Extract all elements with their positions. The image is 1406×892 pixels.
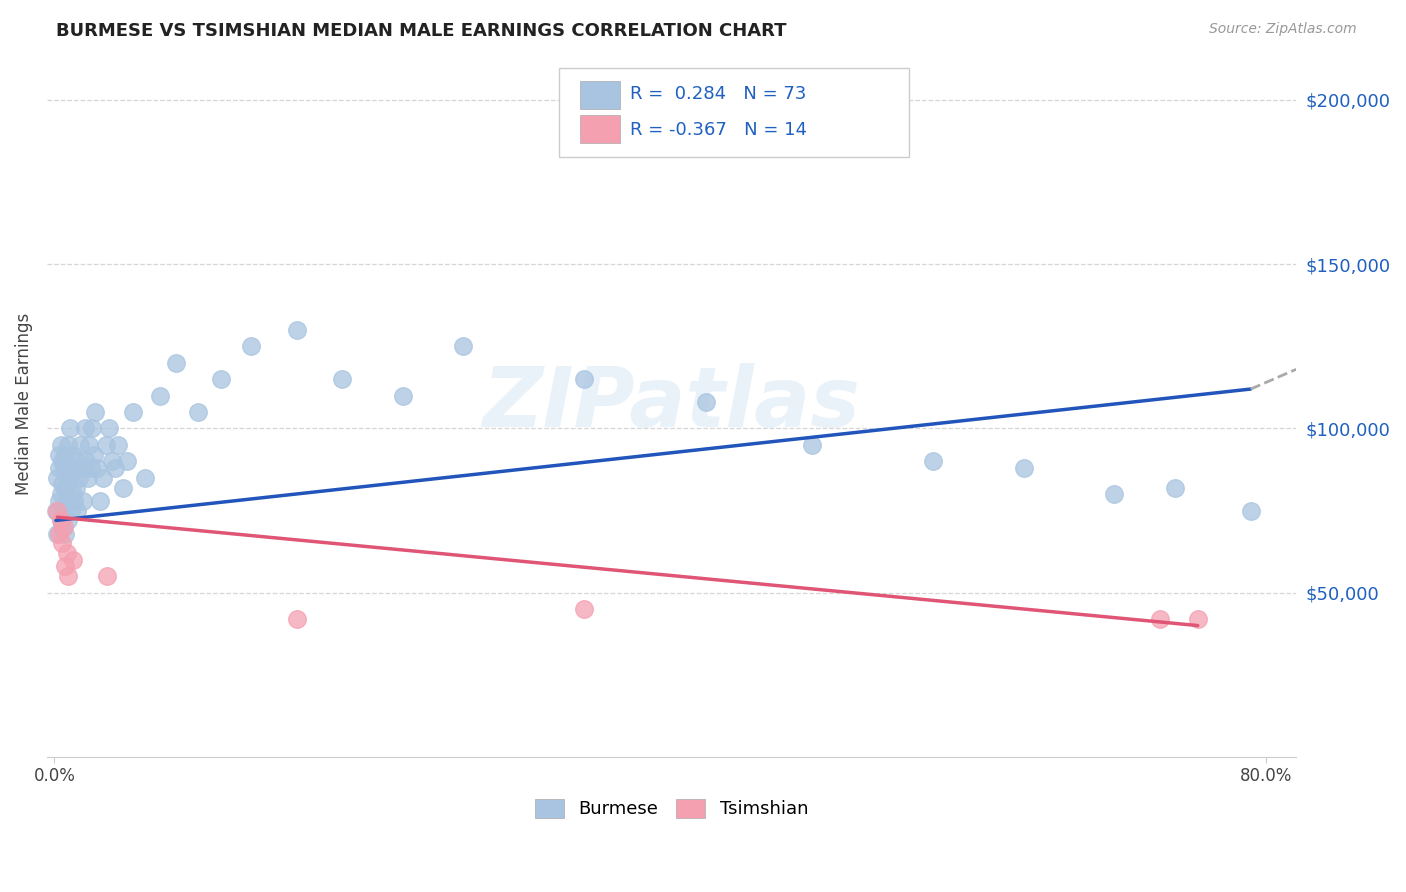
Point xyxy=(53,481,76,495)
Point xyxy=(48,526,70,541)
Point xyxy=(89,493,111,508)
Point xyxy=(60,461,83,475)
Point xyxy=(80,461,103,475)
Point xyxy=(55,493,77,508)
Point xyxy=(55,546,77,560)
Point xyxy=(67,471,90,485)
Point xyxy=(79,438,101,452)
Point xyxy=(59,421,82,435)
Point xyxy=(73,421,96,435)
Point xyxy=(86,461,108,475)
FancyBboxPatch shape xyxy=(581,115,620,144)
Point xyxy=(56,513,79,527)
Point xyxy=(51,520,73,534)
Point xyxy=(921,454,943,468)
Y-axis label: Median Male Earnings: Median Male Earnings xyxy=(15,313,32,495)
Text: BURMESE VS TSIMSHIAN MEDIAN MALE EARNINGS CORRELATION CHART: BURMESE VS TSIMSHIAN MEDIAN MALE EARNING… xyxy=(56,22,787,40)
Point xyxy=(66,454,89,468)
Point xyxy=(1012,461,1035,475)
Point xyxy=(62,487,84,501)
Point xyxy=(69,438,91,452)
Point xyxy=(96,569,118,583)
Point xyxy=(51,477,73,491)
Point xyxy=(75,454,97,468)
Point xyxy=(122,405,145,419)
Text: ZIPatlas: ZIPatlas xyxy=(482,363,860,444)
Point xyxy=(56,438,79,452)
Point xyxy=(330,372,353,386)
Point xyxy=(53,526,76,541)
Point xyxy=(91,471,114,485)
Point xyxy=(53,559,76,574)
Point xyxy=(1187,612,1209,626)
Point xyxy=(134,471,156,485)
Point xyxy=(695,395,717,409)
Point xyxy=(98,421,121,435)
Point xyxy=(285,323,308,337)
Point xyxy=(82,421,104,435)
Point xyxy=(84,405,107,419)
Point xyxy=(83,448,105,462)
Point xyxy=(49,513,72,527)
Point xyxy=(51,536,73,550)
Point xyxy=(49,438,72,452)
Point xyxy=(45,503,67,517)
Point xyxy=(48,461,70,475)
Point xyxy=(107,438,129,452)
Point xyxy=(1149,612,1171,626)
Point xyxy=(49,487,72,501)
Point xyxy=(55,467,77,482)
FancyBboxPatch shape xyxy=(581,81,620,110)
Point xyxy=(70,461,93,475)
Point xyxy=(46,471,69,485)
Point xyxy=(48,448,70,462)
Point xyxy=(52,503,75,517)
Point xyxy=(104,461,127,475)
Point xyxy=(56,569,79,583)
Point xyxy=(59,471,82,485)
Point xyxy=(101,454,124,468)
Point xyxy=(46,503,69,517)
Point xyxy=(63,493,86,508)
Point xyxy=(391,389,413,403)
Point xyxy=(94,438,117,452)
Point xyxy=(49,513,72,527)
Text: R =  0.284   N = 73: R = 0.284 N = 73 xyxy=(630,86,807,103)
Point xyxy=(62,448,84,462)
FancyBboxPatch shape xyxy=(560,69,908,157)
Point xyxy=(187,405,209,419)
Point xyxy=(240,339,263,353)
Point xyxy=(285,612,308,626)
Point xyxy=(76,471,98,485)
Point xyxy=(800,438,823,452)
Point xyxy=(115,454,138,468)
Point xyxy=(52,520,75,534)
Point xyxy=(48,493,70,508)
Point xyxy=(574,602,596,616)
Point xyxy=(149,389,172,403)
Point xyxy=(1104,487,1126,501)
Point xyxy=(65,481,87,495)
Point xyxy=(51,454,73,468)
Point xyxy=(1240,503,1263,517)
Point xyxy=(60,503,83,517)
Point xyxy=(165,356,187,370)
Point xyxy=(63,461,86,475)
Point xyxy=(52,461,75,475)
Point xyxy=(453,339,475,353)
Point xyxy=(53,448,76,462)
Text: Source: ZipAtlas.com: Source: ZipAtlas.com xyxy=(1209,22,1357,37)
Point xyxy=(62,553,84,567)
Point xyxy=(111,481,134,495)
Text: R = -0.367   N = 14: R = -0.367 N = 14 xyxy=(630,120,807,139)
Legend: Burmese, Tsimshian: Burmese, Tsimshian xyxy=(527,791,815,826)
Point xyxy=(1164,481,1187,495)
Point xyxy=(46,526,69,541)
Point xyxy=(574,372,596,386)
Point xyxy=(209,372,232,386)
Point xyxy=(72,493,94,508)
Point xyxy=(66,503,89,517)
